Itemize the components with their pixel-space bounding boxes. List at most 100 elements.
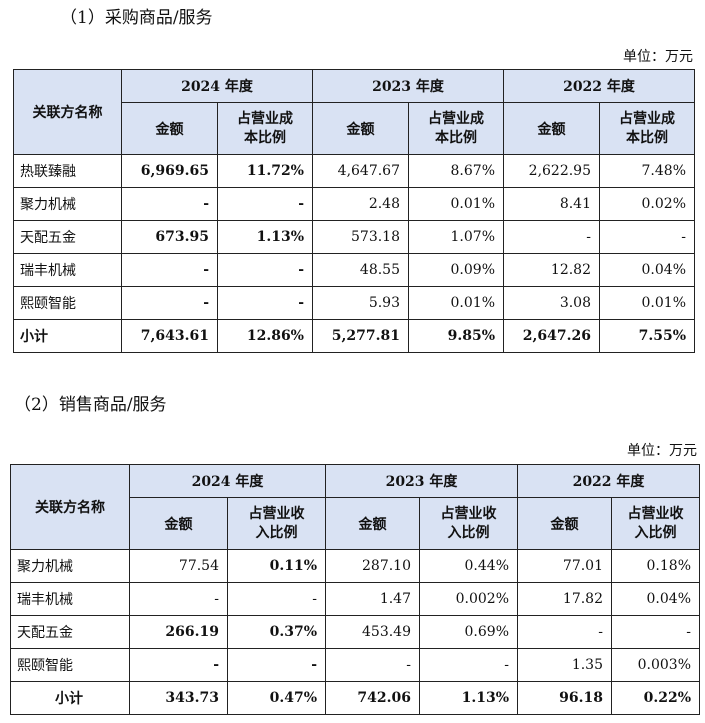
sales-unit-label: 单位：万元 <box>627 443 697 459</box>
party-name-cell: 熙颐智能 <box>13 286 122 320</box>
amount-header: 金额 <box>121 102 218 155</box>
ratio-cell: - <box>217 286 313 320</box>
amount-cell: - <box>325 648 420 682</box>
table-row: 聚力机械 - - 2.48 0.01% 8.41 0.02% <box>13 187 695 221</box>
ratio-cell: 1.13% <box>419 681 518 715</box>
party-name-cell: 聚力机械 <box>10 549 130 583</box>
cost-ratio-header: 占营业成 本比例 <box>217 102 313 155</box>
amount-cell: 8.41 <box>503 187 600 221</box>
amount-cell: 1.35 <box>517 648 612 682</box>
purchase-section-title: （1）采购商品/服务 <box>60 8 213 28</box>
ratio-cell: 8.67% <box>408 154 504 188</box>
ratio-cell: 7.48% <box>599 154 695 188</box>
amount-cell: 1.47 <box>325 582 420 616</box>
ratio-cell: - <box>227 582 326 616</box>
ratio-cell: 1.13% <box>217 220 313 254</box>
sales-table: 关联方名称 2024 年度 2023 年度 2022 年度 金额 占营业收 入比例… <box>10 464 700 715</box>
cost-ratio-header: 占营业成 本比例 <box>408 102 504 155</box>
ratio-cell: 0.003% <box>611 648 700 682</box>
amount-cell: 3.08 <box>503 286 600 320</box>
ratio-cell: 11.72% <box>217 154 313 188</box>
subtotal-row: 小计 7,643.61 12.86% 5,277.81 9.85% 2,647.… <box>13 319 695 353</box>
amount-cell: 266.19 <box>129 615 228 649</box>
amount-cell: - <box>129 582 228 616</box>
subtotal-row: 小计 343.73 0.47% 742.06 1.13% 96.18 0.22% <box>10 681 700 715</box>
revenue-ratio-header: 占营业收 入比例 <box>419 497 518 550</box>
amount-cell: - <box>121 286 218 320</box>
ratio-cell: 0.02% <box>599 187 695 221</box>
amount-header: 金额 <box>325 497 420 550</box>
amount-cell: 17.82 <box>517 582 612 616</box>
revenue-ratio-header: 占营业收 入比例 <box>227 497 326 550</box>
amount-cell: 573.18 <box>312 220 409 254</box>
amount-cell: 5,277.81 <box>312 319 409 353</box>
amount-cell: 2,647.26 <box>503 319 600 353</box>
table-row: 天配五金 673.95 1.13% 573.18 1.07% - - <box>13 220 695 254</box>
amount-cell: - <box>517 615 612 649</box>
ratio-cell: 12.86% <box>217 319 313 353</box>
party-name-cell: 热联臻融 <box>13 154 122 188</box>
sales-section-title: （2）销售商品/服务 <box>14 395 167 415</box>
table-row: 熙颐智能 - - 5.93 0.01% 3.08 0.01% <box>13 286 695 320</box>
cost-ratio-header: 占营业成 本比例 <box>599 102 695 155</box>
party-name-cell: 熙颐智能 <box>10 648 130 682</box>
table-row: 瑞丰机械 - - 1.47 0.002% 17.82 0.04% <box>10 582 700 616</box>
ratio-cell: 0.44% <box>419 549 518 583</box>
amount-cell: 12.82 <box>503 253 600 287</box>
amount-cell: 343.73 <box>129 681 228 715</box>
party-name-header: 关联方名称 <box>10 464 130 550</box>
table-row: 天配五金 266.19 0.37% 453.49 0.69% - - <box>10 615 700 649</box>
amount-cell: 453.49 <box>325 615 420 649</box>
year-2023-header: 2023 年度 <box>312 69 504 103</box>
amount-cell: 6,969.65 <box>121 154 218 188</box>
party-name-cell: 瑞丰机械 <box>13 253 122 287</box>
amount-cell: 96.18 <box>517 681 612 715</box>
ratio-cell: - <box>599 220 695 254</box>
ratio-cell: - <box>419 648 518 682</box>
purchase-unit-label: 单位：万元 <box>623 49 693 65</box>
ratio-cell: 7.55% <box>599 319 695 353</box>
subtotal-label: 小计 <box>10 681 130 715</box>
ratio-cell: 0.04% <box>611 582 700 616</box>
amount-cell: 673.95 <box>121 220 218 254</box>
amount-cell: - <box>503 220 600 254</box>
amount-cell: 7,643.61 <box>121 319 218 353</box>
amount-cell: - <box>121 187 218 221</box>
amount-cell: 77.54 <box>129 549 228 583</box>
table-row: 热联臻融 6,969.65 11.72% 4,647.67 8.67% 2,62… <box>13 154 695 188</box>
year-2022-header: 2022 年度 <box>517 464 700 498</box>
amount-cell: 5.93 <box>312 286 409 320</box>
ratio-cell: 0.09% <box>408 253 504 287</box>
amount-header: 金额 <box>312 102 409 155</box>
party-name-header: 关联方名称 <box>13 69 122 155</box>
revenue-ratio-header: 占营业收 入比例 <box>611 497 700 550</box>
amount-cell: 287.10 <box>325 549 420 583</box>
party-name-cell: 聚力机械 <box>13 187 122 221</box>
subtotal-label: 小计 <box>13 319 122 353</box>
ratio-cell: 0.22% <box>611 681 700 715</box>
ratio-cell: 0.01% <box>408 187 504 221</box>
amount-header: 金额 <box>503 102 600 155</box>
party-name-cell: 天配五金 <box>13 220 122 254</box>
ratio-cell: - <box>611 615 700 649</box>
ratio-cell: 0.37% <box>227 615 326 649</box>
amount-cell: 2.48 <box>312 187 409 221</box>
amount-cell: 742.06 <box>325 681 420 715</box>
year-2024-header: 2024 年度 <box>121 69 313 103</box>
ratio-cell: 1.07% <box>408 220 504 254</box>
amount-cell: 48.55 <box>312 253 409 287</box>
table-row: 聚力机械 77.54 0.11% 287.10 0.44% 77.01 0.18… <box>10 549 700 583</box>
amount-cell: 4,647.67 <box>312 154 409 188</box>
amount-cell: - <box>121 253 218 287</box>
year-2023-header: 2023 年度 <box>325 464 518 498</box>
purchase-table: 关联方名称 2024 年度 2023 年度 2022 年度 金额 占营业成 本比例… <box>13 69 695 353</box>
ratio-cell: 0.01% <box>599 286 695 320</box>
ratio-cell: - <box>227 648 326 682</box>
ratio-cell: - <box>217 253 313 287</box>
ratio-cell: 0.18% <box>611 549 700 583</box>
ratio-cell: 0.11% <box>227 549 326 583</box>
amount-header: 金额 <box>129 497 228 550</box>
party-name-cell: 天配五金 <box>10 615 130 649</box>
amount-cell: 77.01 <box>517 549 612 583</box>
ratio-cell: - <box>217 187 313 221</box>
